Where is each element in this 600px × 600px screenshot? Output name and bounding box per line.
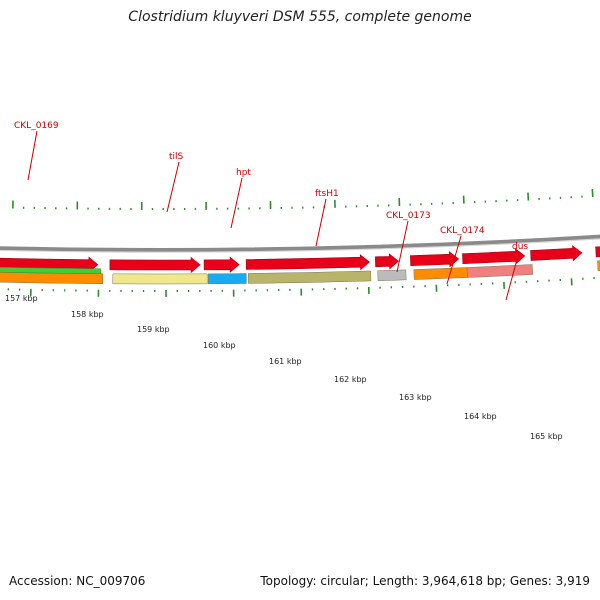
feature-cyan-hpt	[207, 273, 247, 285]
backbone-highlight	[0, 238, 600, 253]
cds-arrow-3	[203, 256, 240, 273]
gene-leader-line	[27, 130, 38, 181]
gene-label: dus	[512, 242, 528, 252]
gene-leader-line	[315, 198, 327, 247]
tick-layer	[7, 188, 595, 297]
feature-khaki-tils	[112, 273, 208, 285]
kbp-label: 165 kbp	[530, 432, 563, 441]
cds-arrow-9	[595, 246, 600, 258]
gene-label: CKL_0174	[440, 226, 485, 236]
cds-arrow-7	[462, 248, 526, 265]
feature-green-strip	[0, 266, 102, 275]
kbp-label: 162 kbp	[334, 375, 367, 384]
gene-leader-line	[505, 251, 520, 301]
kbp-label: 158 kbp	[71, 310, 104, 319]
backbone-arc	[0, 234, 600, 252]
cds-arrow-5	[374, 253, 399, 270]
feature-orange-ckl0169	[0, 271, 104, 285]
label-layer: 157 kbp 158 kbp 159 kbp 160 kbp 161 kbp 162 k…	[5, 121, 563, 441]
cds-arrow-2	[109, 256, 201, 274]
gene-label: CKL_0169	[14, 121, 59, 131]
gene-label: tilS	[169, 152, 184, 162]
cds-arrow-8	[530, 245, 583, 262]
feature-salmon-dus	[466, 264, 534, 278]
kbp-label: 159 kbp	[137, 325, 170, 334]
backbone-layer	[0, 234, 600, 253]
feature-layer	[0, 260, 600, 285]
gene-leader-line	[230, 177, 243, 229]
cds-arrow-4	[245, 254, 370, 271]
feature-olive-ftsh1	[248, 270, 372, 284]
gene-label: CKL_0173	[386, 211, 431, 221]
feature-gray-ckl0173	[377, 269, 407, 281]
cds-arrow-6	[410, 251, 460, 268]
accession-text: Accession: NC_009706	[9, 574, 146, 588]
gene-label: ftsH1	[315, 189, 339, 199]
kbp-label: 157 kbp	[5, 294, 38, 303]
feature-orange-ckl0174	[413, 267, 468, 280]
kbp-label: 163 kbp	[399, 393, 432, 402]
map-title: Clostridium kluyveri DSM 555, complete g…	[128, 9, 472, 25]
kbp-label: 161 kbp	[269, 357, 302, 366]
cds-layer	[0, 245, 600, 274]
gene-label: hpt	[236, 168, 251, 178]
feature-orange-edge	[597, 260, 600, 272]
gene-leader-line	[446, 235, 462, 285]
gene-leader-line	[396, 220, 409, 273]
kbp-label: 164 kbp	[464, 412, 497, 421]
gene-leader-line	[166, 161, 180, 213]
topology-text: Topology: circular; Length: 3,964,618 bp…	[260, 574, 590, 588]
kbp-label: 160 kbp	[203, 341, 236, 350]
